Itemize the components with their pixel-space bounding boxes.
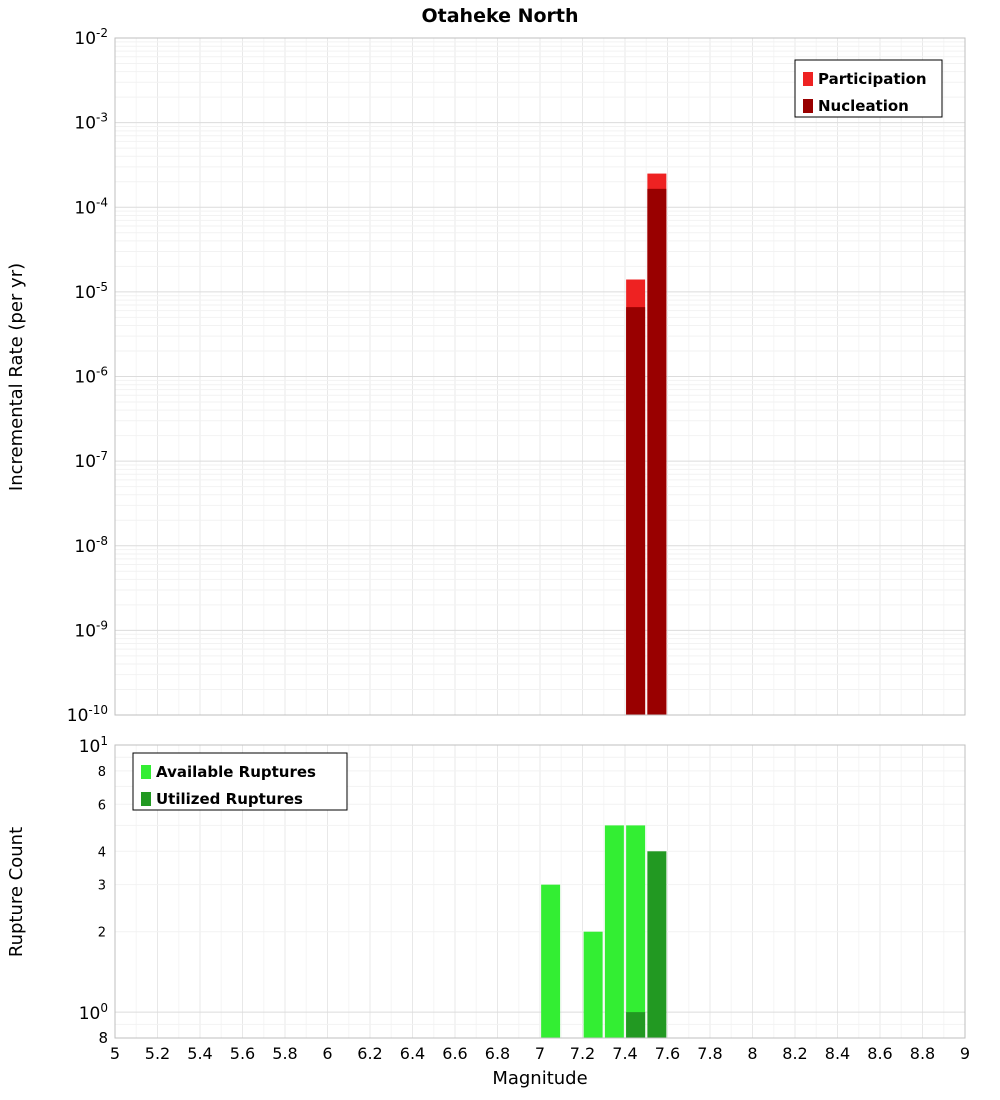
x-tick-label: 5.4 [187,1044,212,1063]
y-tick-label-rate: 10-7 [74,449,108,472]
x-axis-label: Magnitude [492,1068,587,1089]
y-tick-label-rate: 10-10 [67,703,108,726]
axis-tick-labels: 10-2 10-3 10-4 10-5 10-6 10-7 10-8 10-9 10-10 101… [67,26,970,1063]
x-tick-label: 5.8 [272,1044,297,1063]
x-tick-label: 8.2 [782,1044,807,1063]
bar-nucleation-m7.45 [626,307,646,715]
bar-available-ruptures-m7.25 [583,931,603,1038]
x-tick-label: 8.4 [825,1044,850,1063]
legend-swatch-nucleation [803,99,813,113]
bar-available-ruptures-m7.45 [626,825,646,1038]
x-tick-label: 7.8 [697,1044,722,1063]
legend-box [132,752,348,811]
count-bars [541,825,667,1038]
x-tick-label: 9 [960,1044,970,1063]
y-tick-label-count: 3 [98,879,106,894]
bar-nucleation-m7.55 [647,188,667,715]
x-tick-label: 7.2 [570,1044,595,1063]
legend-incremental-rate: Participation Nucleation [794,59,943,118]
legend-label: Available Ruptures [156,763,316,781]
y-tick-label-count: 8 [98,765,106,780]
y-tick-label-rate: 10-3 [74,111,108,134]
y-tick-label-count: 100 [79,1001,108,1024]
y-tick-label-count: 4 [98,845,106,860]
bar-utilized-ruptures-m7.55 [647,851,667,1038]
rate-bars [626,173,667,715]
panel-frame [114,37,966,716]
y-tick-label-rate: 10-6 [74,365,108,388]
x-tick-label: 8.8 [910,1044,935,1063]
x-tick-label: 6 [322,1044,332,1063]
x-tick-label: 6.2 [357,1044,382,1063]
y-tick-label-rate: 10-2 [74,26,108,49]
legend-box [794,59,943,118]
legend-label: Participation [818,70,927,88]
bar-utilized-ruptures-m7.45 [626,1012,646,1038]
y-tick-label-count: 6 [98,798,106,813]
y-tick-label-rate: 10-5 [74,280,108,303]
x-tick-label: 5.2 [145,1044,170,1063]
y-tick-label-rate: 10-8 [74,534,108,557]
legend-swatch-utilized-ruptures [141,792,151,806]
x-tick-label: 6.8 [485,1044,510,1063]
legend-label: Nucleation [818,97,909,115]
legend-label: Utilized Ruptures [156,790,303,808]
legend-rupture-count: Available Ruptures Utilized Ruptures [132,752,348,811]
y-tick-label-count: 2 [98,926,106,941]
x-tick-label: 7.6 [655,1044,680,1063]
legend-swatch-participation [803,72,813,86]
panel-frame [114,744,966,1039]
y-tick-label-rate: 10-4 [74,195,108,218]
legends: Participation Nucleation Available Rupture… [132,59,943,811]
panel-frames [114,37,966,1039]
x-tick-label: 8.6 [867,1044,892,1063]
x-tick-label: 7.4 [612,1044,637,1063]
y-axis-label-count: Rupture Count [6,827,27,957]
gridlines-top-panel [115,38,965,715]
x-tick-label: 5 [110,1044,120,1063]
x-tick-label: 7 [535,1044,545,1063]
x-tick-label: 6.4 [400,1044,425,1063]
bar-available-ruptures-m7.05 [541,884,561,1038]
y-tick-label-rate: 10-9 [74,618,108,641]
x-tick-label: 6.6 [442,1044,467,1063]
bar-available-ruptures-m7.35 [604,825,624,1038]
legend-swatch-available-ruptures [141,765,151,779]
y-axis-label-rate: Incremental Rate (per yr) [6,263,27,491]
x-tick-label: 5.6 [230,1044,255,1063]
chart-title: Otaheke North [421,5,578,27]
y-tick-label-count: 8 [98,1029,108,1047]
y-tick-label-count: 101 [79,734,108,757]
x-tick-label: 8 [747,1044,757,1063]
